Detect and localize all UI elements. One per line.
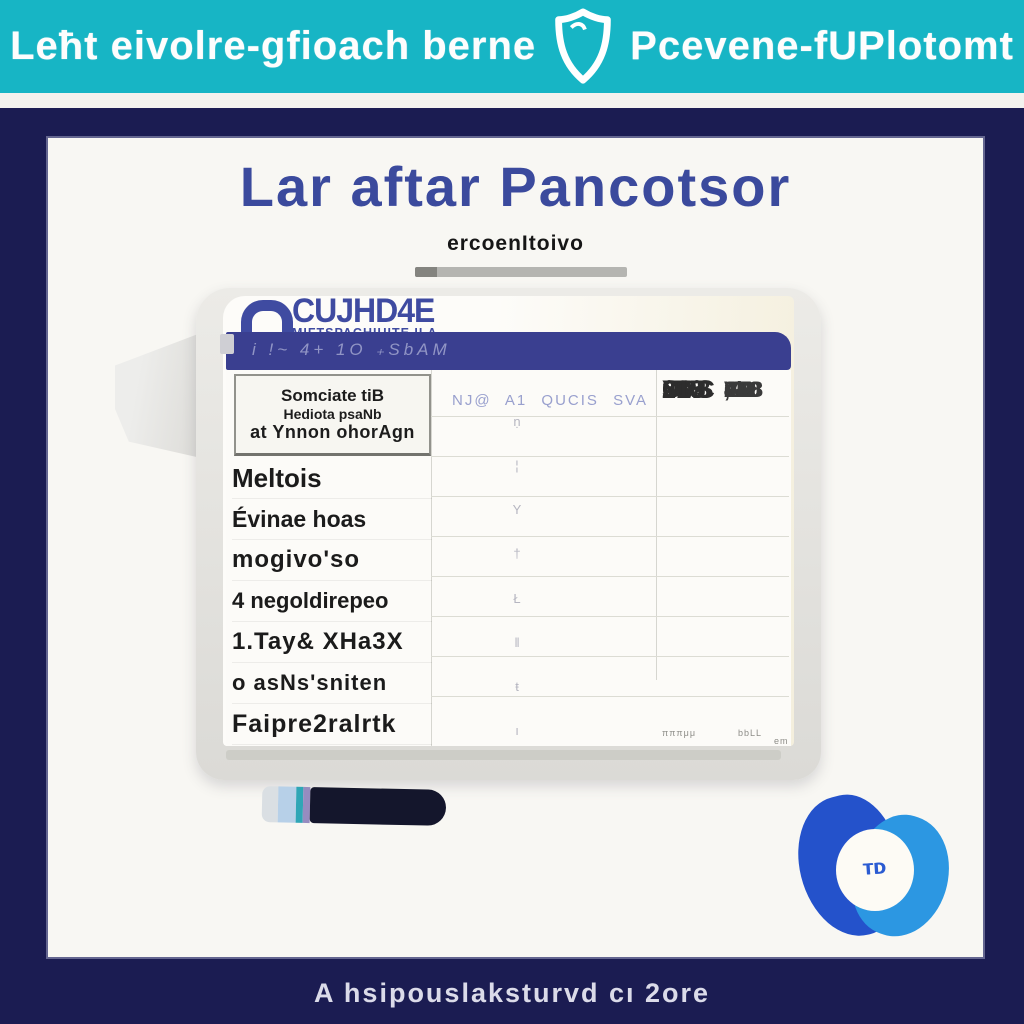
value-cell: DV3 <box>662 375 711 404</box>
table-header-box: Somciate tiB Hediota psaNb at Ynnon ohor… <box>234 374 431 456</box>
table-row-label: 1.Tay& XHa3X <box>232 622 432 663</box>
value-cell: 587 <box>662 375 704 404</box>
value-cell: AD <box>724 377 756 402</box>
row-divider <box>431 616 789 617</box>
value-cell: J40 <box>724 377 761 402</box>
tiny-footnote: bbLL <box>738 728 763 738</box>
app-logo-text: CUJHD4E <box>292 290 435 330</box>
caption-bar-cap <box>415 267 437 277</box>
row-divider <box>431 416 789 417</box>
shield-icon <box>552 7 614 86</box>
glyph: † <box>513 546 521 562</box>
column-divider <box>656 370 657 680</box>
number-row: 210 4D <box>662 370 790 410</box>
glyph: ‖ <box>514 634 520 650</box>
value-cell: Y0J <box>662 375 707 404</box>
row-divider <box>431 536 789 537</box>
tablet-device: CUJHD4E MIFTSPACHIUITE ILA i !~ 4+ 1O ₊S… <box>196 288 821 780</box>
stylus-body <box>309 787 447 826</box>
table-row-label: mogivo'so <box>232 540 432 581</box>
number-row: 045 AD <box>662 370 790 410</box>
caption-bar <box>415 267 627 277</box>
app-logo-icon <box>241 300 293 351</box>
row-divider <box>431 496 789 497</box>
glyph: ¦ <box>515 458 519 474</box>
top-banner: Leħt eivolre-gfioach berne Pcevene-fUPlo… <box>0 0 1024 93</box>
table-row-label: Faipre2ralrtk <box>232 704 432 745</box>
stylus-tip-segment <box>277 786 297 823</box>
number-row: CVC 010 <box>662 370 790 410</box>
number-row: 587 V98 <box>662 370 790 410</box>
glyph: ṇ <box>513 414 521 429</box>
stylus-pen <box>261 786 447 826</box>
value-cell: aa <box>724 377 749 402</box>
table-header-line: at Ynnon ohorAgn <box>250 422 415 442</box>
data-table: Somciate tiB Hediota psaNb at Ynnon ohor… <box>226 370 791 746</box>
number-row: Y0J aa <box>662 370 790 410</box>
divider-strip <box>0 93 1024 108</box>
glyph: Ł <box>513 590 521 606</box>
table-header-line: Somciate tiB <box>281 386 384 405</box>
label-column: Meltois Évinae hoas mogivo'so 4 negoldir… <box>232 458 432 745</box>
glyph: ı <box>515 722 519 738</box>
faint-glyph-column: ṇ ¦ Y † Ł ‖ ŧ ı <box>506 414 528 738</box>
column-divider <box>431 370 432 746</box>
page-curl-flap <box>115 332 201 458</box>
row-divider <box>431 696 789 697</box>
value-cell: V98 <box>724 377 764 402</box>
value-cell: 2E <box>724 377 751 402</box>
value-cell: 250 <box>662 375 704 404</box>
blob-text: TD <box>862 860 888 879</box>
page-subtitle: ercoenItoivo <box>447 232 584 255</box>
banner-right-text: Pcevene-fUPlotomt <box>630 24 1014 68</box>
table-row-label: Évinae hoas <box>232 499 432 540</box>
tiny-footnote: πππμμ <box>662 728 696 738</box>
row-divider <box>431 576 789 577</box>
number-row: 513 ai2 <box>662 370 790 410</box>
table-row-label: 4 negoldirepeo <box>232 581 432 622</box>
table-row-label: Meltois <box>232 458 432 499</box>
content-card: Lar aftar Pancotsor ercoenItoivo CUJHD4E… <box>48 138 983 957</box>
row-divider <box>431 456 789 457</box>
number-row: 250 ,91 <box>662 370 790 410</box>
row-divider <box>431 656 789 657</box>
table-row-label: o asNs'sniten <box>232 663 432 704</box>
value-cell: 513 <box>662 375 704 404</box>
table-header-line: Hediota psaNb <box>283 406 382 422</box>
value-cell: 010 <box>724 377 761 402</box>
app-header-bar: i !~ 4+ 1O ₊SbAM <box>220 332 791 370</box>
tiny-footnote: em <box>774 736 789 746</box>
number-row: UPS 2E <box>662 370 790 410</box>
value-cell: 4D <box>724 377 753 402</box>
brand-blob-logo: TD <box>784 785 965 957</box>
value-cell: CVC <box>662 375 715 404</box>
banner-left-text: Leħt eivolre-gfioach berne <box>10 24 537 68</box>
tablet-bottom-bar <box>226 750 781 760</box>
value-cell: 210 <box>662 375 704 404</box>
value-cell: 045 <box>662 375 704 404</box>
footer-text: A hsipouslaksturvd cı 2ore <box>313 978 711 1008</box>
glyph: Y <box>512 502 522 518</box>
table-mid-header: NJ@ A1 QUCIS SVA <box>452 392 648 409</box>
number-row: DV3 J40 <box>662 370 790 410</box>
glyph: ŧ <box>515 678 519 694</box>
blob-center-orb: TD <box>836 829 914 911</box>
page-title: Lar aftar Pancotsor <box>239 155 792 218</box>
stylus-tip-segment <box>261 786 279 823</box>
header-scribble-text: i !~ 4+ 1O ₊SbAM <box>252 340 451 359</box>
value-cell: ai2 <box>724 377 755 402</box>
value-cell: UPS <box>662 375 714 404</box>
header-chip <box>220 334 234 354</box>
value-cell: ,91 <box>724 377 755 402</box>
